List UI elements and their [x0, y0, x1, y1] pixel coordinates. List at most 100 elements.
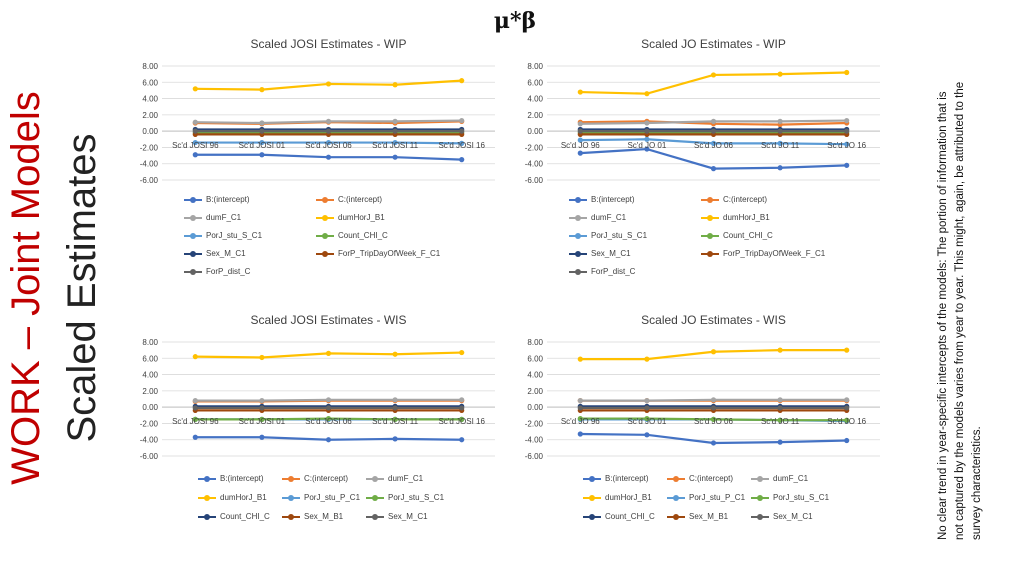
legend-swatch — [701, 250, 719, 257]
data-point — [844, 162, 850, 168]
legend-label: Sex_M_B1 — [304, 512, 344, 521]
data-point — [777, 347, 783, 353]
data-point — [577, 128, 583, 134]
y-tick-label: -2.00 — [140, 419, 159, 428]
data-point — [577, 121, 583, 127]
data-point — [459, 140, 465, 146]
data-point — [392, 405, 398, 411]
legend-item: Sex_M_C1 — [366, 512, 428, 521]
legend-swatch — [282, 475, 300, 482]
data-point — [644, 415, 650, 422]
data-point — [325, 154, 332, 160]
x-tick-label: Sc'd JO 11 — [761, 417, 800, 426]
x-tick-label: Sc'd JOSI 16 — [438, 141, 485, 150]
y-tick-label: -4.00 — [525, 436, 544, 445]
legend-label: PorJ_stu_S_C1 — [773, 493, 830, 502]
data-point — [644, 146, 650, 152]
legend-label: Sex_M_C1 — [591, 249, 631, 258]
y-tick-label: -4.00 — [140, 436, 159, 445]
data-point — [392, 416, 398, 422]
header-symbol: μ*β — [493, 8, 537, 34]
data-point — [710, 118, 717, 124]
legend-item: PorJ_stu_P_C1 — [282, 493, 360, 502]
data-point — [844, 437, 850, 444]
chart-josi-wip: Scaled JOSI Estimates - WIP 8.00 6.00 4.00 2… — [130, 30, 520, 300]
data-point — [192, 86, 198, 92]
y-tick-label: 6.00 — [142, 354, 158, 363]
legend-swatch — [583, 513, 601, 520]
data-point — [259, 120, 265, 126]
legend-swatch — [751, 513, 769, 520]
chart-jo-wis: Scaled JO Estimates - WIS 8.00 6.00 4.00 2.0… — [515, 306, 905, 536]
data-point — [259, 416, 265, 422]
data-point — [844, 128, 850, 134]
data-point — [192, 354, 198, 360]
legend-item: Count_CHI_C — [701, 231, 773, 240]
legend-swatch — [316, 214, 334, 221]
x-tick-label: Sc'd JO 96 — [561, 141, 600, 150]
legend-item: dumHorJ_B1 — [316, 213, 385, 222]
y-tick-label: -2.00 — [140, 143, 159, 152]
data-point — [192, 398, 198, 404]
data-point — [777, 439, 783, 445]
legend-label: ForP_TripDayOfWeek_F_C1 — [723, 249, 826, 258]
data-point — [644, 120, 650, 126]
data-point — [392, 139, 398, 146]
data-point — [325, 128, 332, 134]
legend-swatch — [569, 214, 587, 221]
data-point — [710, 72, 717, 78]
legend-label: dumHorJ_B1 — [220, 493, 267, 502]
data-point — [459, 405, 465, 411]
legend-label: ForP_dist_C — [591, 267, 636, 276]
y-tick-label: 4.00 — [527, 95, 543, 104]
data-point — [644, 432, 650, 438]
legend-label: Count_CHI_C — [723, 231, 773, 240]
x-tick-label: Sc'd JO 16 — [827, 417, 866, 426]
legend-swatch — [366, 513, 384, 520]
legend-swatch — [751, 494, 769, 501]
legend-item: Sex_M_C1 — [569, 249, 631, 258]
data-point — [259, 398, 265, 404]
data-point — [577, 89, 583, 95]
data-point — [777, 405, 783, 411]
data-point — [459, 416, 465, 422]
y-tick-label: -6.00 — [525, 176, 544, 185]
legend-label: B:(intercept) — [206, 195, 250, 204]
data-point — [392, 82, 398, 88]
data-point — [192, 434, 198, 440]
legend-label: PorJ_stu_S_C1 — [388, 493, 445, 502]
legend-swatch — [701, 214, 719, 221]
data-point — [459, 128, 465, 134]
data-point — [259, 405, 265, 411]
data-point — [325, 81, 332, 87]
data-point — [577, 137, 583, 143]
legend-label: B:(intercept) — [605, 474, 649, 483]
data-point — [259, 87, 265, 93]
chart-jo-wip: Scaled JO Estimates - WIP 8.00 6.00 4.00 2.0… — [515, 30, 905, 300]
legend-swatch — [282, 494, 300, 501]
legend-label: dumF_C1 — [206, 213, 242, 222]
legend-item: PorJ_stu_P_C1 — [667, 493, 745, 502]
x-tick-label: Sc'd JOSI 06 — [305, 417, 352, 426]
y-tick-label: 6.00 — [142, 78, 158, 87]
legend-swatch — [667, 513, 685, 520]
data-point — [325, 437, 332, 443]
legend-swatch — [701, 196, 719, 203]
legend-swatch — [569, 250, 587, 257]
y-tick-label: -6.00 — [140, 452, 159, 461]
legend-label: ForP_dist_C — [206, 267, 251, 276]
chart-title: Scaled JO Estimates - WIP — [641, 37, 786, 51]
slide-title-black: Scaled Estimates — [60, 133, 104, 443]
data-point — [325, 415, 332, 422]
legend-item: B:(intercept) — [569, 195, 635, 204]
data-point — [577, 431, 583, 437]
data-point — [777, 165, 783, 171]
x-tick-label: Sc'd JO 11 — [761, 141, 800, 150]
legend-item: Count_CHI_C — [198, 512, 270, 521]
legend-label: C:(intercept) — [304, 474, 349, 483]
legend-label: C:(intercept) — [723, 195, 768, 204]
legend-swatch — [569, 268, 587, 275]
data-point — [259, 152, 265, 158]
legend-label: C:(intercept) — [689, 474, 734, 483]
legend-item: B:(intercept) — [198, 474, 264, 483]
